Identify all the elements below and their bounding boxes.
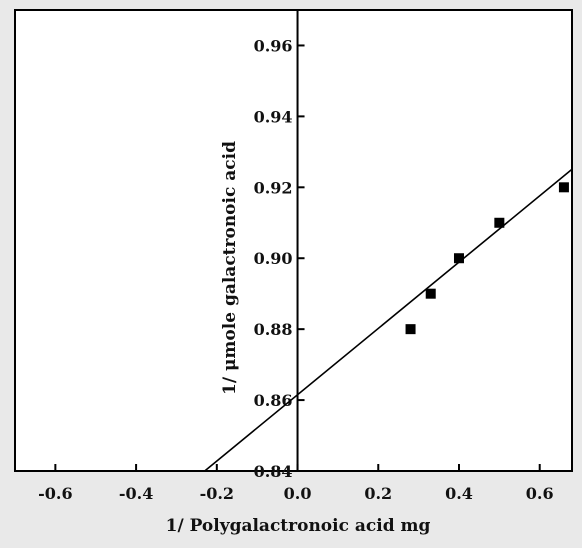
x-tick-label: -0.6 bbox=[38, 484, 72, 503]
x-tick-label: 0.0 bbox=[284, 484, 312, 503]
data-point bbox=[425, 288, 436, 299]
y-tick-label: 0.88 bbox=[254, 320, 293, 339]
data-point bbox=[453, 253, 464, 264]
y-tick-label: 0.84 bbox=[254, 462, 293, 481]
plot-area bbox=[14, 9, 573, 472]
x-tick-label: -0.2 bbox=[200, 484, 234, 503]
x-tick-label: 0.4 bbox=[445, 484, 473, 503]
y-tick-label: 0.92 bbox=[254, 178, 293, 197]
x-tick-label: 0.2 bbox=[364, 484, 392, 503]
x-tick-label: 0.6 bbox=[526, 484, 554, 503]
y-tick-label: 0.90 bbox=[254, 249, 293, 268]
y-tick-label: 0.96 bbox=[254, 36, 293, 55]
data-point bbox=[558, 182, 569, 193]
y-tick-label: 0.94 bbox=[254, 107, 293, 126]
y-tick-label: 0.86 bbox=[254, 391, 293, 410]
fit-line-group bbox=[204, 168, 573, 472]
data-point bbox=[494, 217, 505, 228]
y-axis-label: 1/ μmole galactronoic acid bbox=[220, 141, 240, 395]
fit-line bbox=[204, 168, 573, 472]
data-points bbox=[405, 182, 569, 335]
y-axis: 0.84 0.86 0.88 0.90 0.92 0.94 0.96 bbox=[254, 10, 305, 481]
x-axis-label: 1/ Polygalactronoic acid mg bbox=[166, 516, 431, 536]
x-tick-label: -0.4 bbox=[119, 484, 153, 503]
data-point bbox=[405, 324, 416, 335]
x-axis: -0.6 -0.4 -0.2 0.0 0.2 0.4 0.6 bbox=[38, 464, 554, 503]
